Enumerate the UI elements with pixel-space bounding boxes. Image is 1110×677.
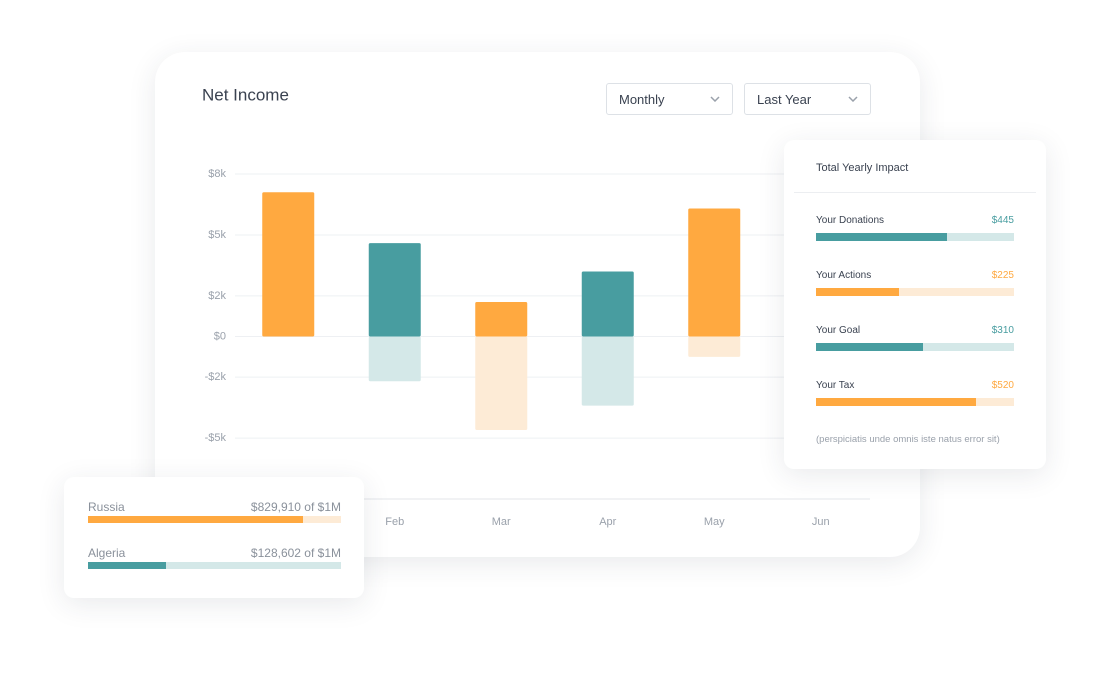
impact-item: Your Goal $310 bbox=[816, 325, 1014, 351]
impact-note: (perspiciatis unde omnis iste natus erro… bbox=[816, 434, 1000, 445]
range-dropdown[interactable]: Last Year bbox=[744, 83, 871, 115]
item-amount: $520 bbox=[991, 380, 1014, 391]
regions-card: Russia $829,910 of $1M Algeria $128,602 of … bbox=[64, 477, 364, 598]
item-label: Your Actions bbox=[816, 270, 872, 281]
impact-card: Total Yearly Impact (perspiciatis unde o… bbox=[784, 140, 1046, 469]
chevron bbox=[848, 96, 858, 102]
progress-fill bbox=[816, 233, 947, 241]
progress-fill bbox=[88, 562, 167, 569]
progress-track bbox=[816, 288, 1014, 296]
progress-fill bbox=[88, 516, 304, 523]
impact-item: Your Donations $445 bbox=[816, 215, 1014, 241]
item-amount: $310 bbox=[991, 325, 1014, 336]
period-dropdown[interactable]: Monthly bbox=[606, 83, 733, 115]
item-amount: $225 bbox=[991, 270, 1014, 281]
progress-fill bbox=[816, 288, 900, 296]
progress-track bbox=[816, 233, 1014, 241]
progress-track bbox=[88, 562, 341, 569]
region-item: Algeria $128,602 of $1M bbox=[88, 546, 341, 569]
progress-fill bbox=[816, 398, 977, 406]
region-amount: $128,602 of $1M bbox=[250, 546, 341, 560]
item-label: Your Tax bbox=[816, 380, 855, 391]
impact-item: Your Tax $520 bbox=[816, 380, 1014, 406]
progress-fill bbox=[816, 343, 923, 351]
region-amount: $829,910 of $1M bbox=[250, 500, 341, 514]
dropdown-label: Last Year bbox=[757, 92, 812, 107]
progress-track bbox=[816, 398, 1014, 406]
dropdown-label: Monthly bbox=[619, 92, 665, 107]
progress-track bbox=[816, 343, 1014, 351]
region-item: Russia $829,910 of $1M bbox=[88, 500, 341, 523]
impact-item: Your Actions $225 bbox=[816, 270, 1014, 296]
region-name: Russia bbox=[88, 500, 125, 514]
item-label: Your Donations bbox=[816, 215, 885, 226]
chevron bbox=[710, 96, 720, 102]
region-name: Algeria bbox=[88, 546, 126, 560]
progress-track bbox=[88, 516, 341, 523]
item-amount: $445 bbox=[991, 215, 1014, 226]
item-label: Your Goal bbox=[816, 325, 861, 336]
impact-title: Total Yearly Impact bbox=[794, 140, 1036, 193]
